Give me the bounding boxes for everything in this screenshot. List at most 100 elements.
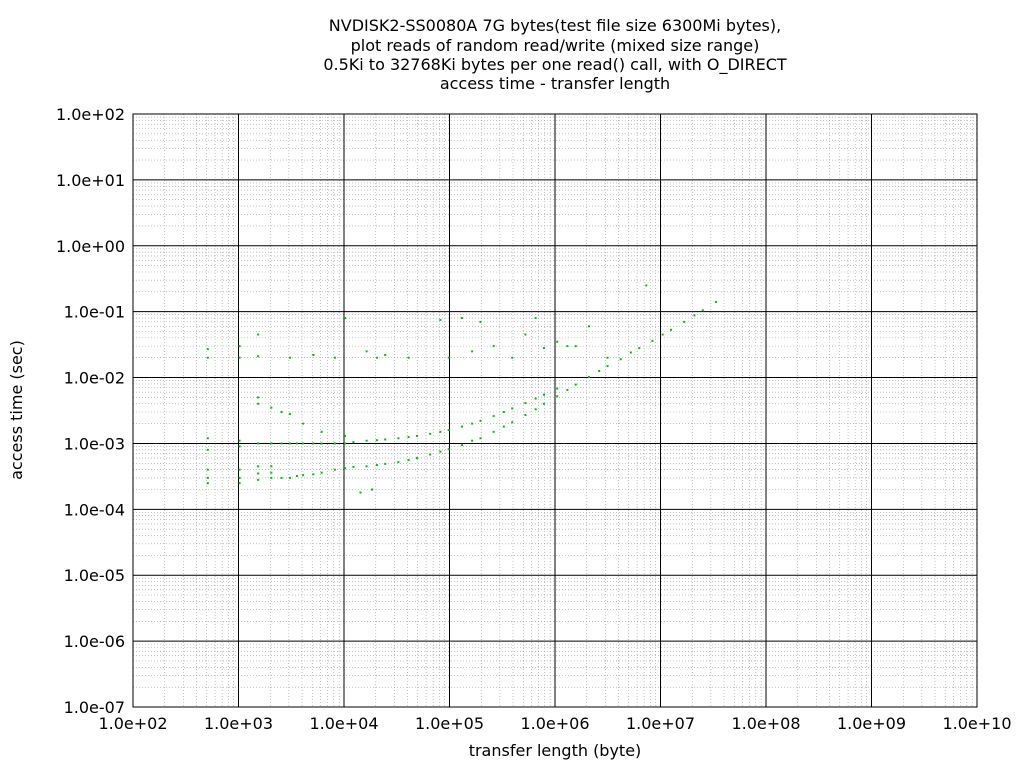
x-tick-label: 1.0e+10 — [942, 714, 1011, 733]
chart-title-line-4: access time - transfer length — [440, 74, 670, 93]
y-tick-label: 1.0e-01 — [64, 303, 125, 322]
data-point — [511, 421, 514, 424]
data-point — [619, 358, 622, 361]
data-point — [333, 468, 336, 471]
x-tick-label: 1.0e+04 — [309, 714, 378, 733]
x-axis-label: transfer length (byte) — [469, 741, 642, 760]
data-point — [479, 419, 482, 422]
data-point — [492, 430, 495, 433]
data-point — [352, 465, 355, 468]
data-point — [312, 353, 315, 356]
data-point — [365, 439, 368, 442]
y-axis-label: access time (sec) — [7, 340, 26, 480]
data-point — [407, 436, 410, 439]
chart-title: NVDISK2-SS0080A 7G bytes(test file size … — [323, 16, 787, 93]
data-point — [429, 453, 432, 456]
data-point — [492, 345, 495, 348]
data-point — [415, 434, 418, 437]
data-point — [257, 478, 260, 481]
data-point — [238, 445, 241, 448]
data-point — [333, 356, 336, 359]
data-point — [320, 442, 323, 445]
data-point — [365, 465, 368, 468]
data-point — [206, 348, 209, 351]
data-point — [344, 442, 347, 445]
data-point — [651, 339, 654, 342]
y-tick-label: 1.0e-03 — [64, 434, 125, 453]
data-point — [257, 465, 260, 468]
data-point — [415, 457, 418, 460]
data-point — [606, 364, 609, 367]
data-point — [257, 402, 260, 405]
data-point — [670, 328, 673, 331]
data-point — [439, 318, 442, 321]
data-point — [447, 356, 450, 359]
data-point — [629, 351, 632, 354]
x-tick-label: 1.0e+09 — [837, 714, 906, 733]
data-point — [359, 491, 362, 494]
y-axis-ticks: 1.0e-07 1.0e-06 1.0e-05 1.0e-04 1.0e-03 1.0e-… — [56, 105, 125, 717]
data-point — [429, 432, 432, 435]
data-point — [344, 317, 347, 320]
data-point — [471, 439, 474, 442]
data-point — [270, 465, 273, 468]
data-point — [502, 411, 505, 414]
data-point — [606, 356, 609, 359]
y-tick-label: 1.0e-05 — [64, 566, 125, 585]
data-point — [280, 476, 283, 479]
data-point — [302, 442, 305, 445]
data-point — [471, 422, 474, 425]
data-point — [257, 333, 260, 336]
data-point — [384, 353, 387, 356]
data-point — [479, 437, 482, 440]
data-point — [556, 395, 559, 398]
data-point — [270, 406, 273, 409]
data-point — [645, 284, 648, 287]
data-point — [333, 442, 336, 445]
data-point — [352, 441, 355, 444]
data-point — [587, 375, 590, 378]
data-point — [257, 355, 260, 358]
data-point — [312, 442, 315, 445]
data-point — [384, 462, 387, 465]
data-point — [302, 422, 305, 425]
data-point — [320, 471, 323, 474]
data-point — [556, 387, 559, 390]
data-point — [238, 468, 241, 471]
data-point — [206, 448, 209, 451]
chart-title-line-3: 0.5Ki to 32768Ki bytes per one read() ca… — [323, 55, 787, 75]
data-point — [542, 393, 545, 396]
data-point — [238, 345, 241, 348]
plot-frame — [132, 113, 978, 708]
data-point — [587, 325, 590, 328]
data-point — [257, 442, 260, 445]
data-point — [344, 434, 347, 437]
data-point — [397, 461, 400, 464]
data-point — [524, 414, 527, 417]
y-tick-label: 1.0e+00 — [56, 237, 125, 256]
data-point — [206, 356, 209, 359]
data-point — [288, 356, 291, 359]
data-point — [270, 471, 273, 474]
data-point — [566, 345, 569, 348]
data-point — [460, 317, 463, 320]
data-point — [714, 301, 717, 304]
data-point — [407, 459, 410, 462]
data-points — [206, 284, 717, 494]
data-point — [534, 408, 537, 411]
data-point — [206, 482, 209, 485]
data-point — [524, 333, 527, 336]
data-point — [257, 396, 260, 399]
data-point — [574, 383, 577, 386]
x-axis-ticks: 1.0e+02 1.0e+03 1.0e+04 1.0e+05 1.0e+06 1.0e+… — [98, 714, 1011, 733]
data-point — [371, 488, 374, 491]
x-tick-label: 1.0e+03 — [204, 714, 273, 733]
data-point — [524, 402, 527, 405]
data-point — [288, 442, 291, 445]
data-point — [320, 430, 323, 433]
data-point — [238, 482, 241, 485]
y-tick-label: 1.0e-06 — [64, 632, 125, 651]
data-point — [574, 345, 577, 348]
data-point — [384, 438, 387, 441]
